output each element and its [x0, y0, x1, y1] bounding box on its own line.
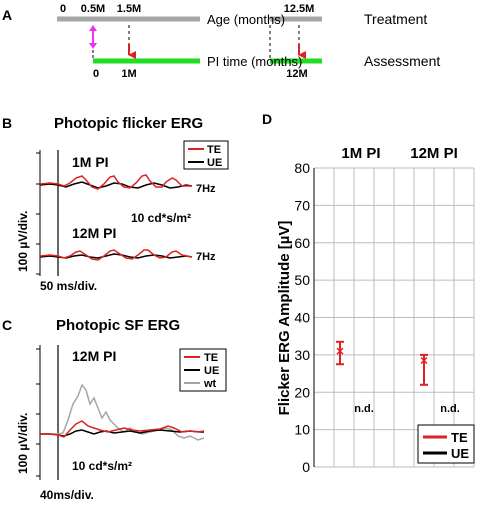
- panel-b: B Photopic flicker ERG 1M PI 12M PI 7Hz …: [2, 115, 229, 293]
- d-y-tick-label: 80: [294, 160, 310, 176]
- injection-arrow-head-down: [89, 43, 97, 49]
- d-grid: [313, 167, 475, 468]
- b-y-scale: 100 µV/div.: [16, 211, 30, 272]
- age-tick-12-5m: 12.5M: [284, 3, 315, 15]
- panel-a-label: A: [2, 7, 12, 23]
- b-trace1-te: [39, 174, 192, 190]
- b-trace1-ue: [39, 181, 193, 189]
- panel-d-label: D: [262, 111, 272, 127]
- panel-b-label: B: [2, 115, 12, 131]
- c-y-scale: 100 µV/div.: [16, 413, 30, 474]
- c-intensity: 10 cd*s/m²: [72, 459, 132, 473]
- c-legend-te: TE: [204, 352, 218, 364]
- b-freq2: 7Hz: [196, 251, 216, 263]
- pi-label: PI time (months): [207, 54, 302, 69]
- d-data-points: [336, 340, 428, 386]
- assessment-label: Assessment: [364, 53, 440, 69]
- c-legend-ue: UE: [204, 365, 219, 377]
- d-nd-1m: n.d.: [354, 403, 374, 415]
- d-y-tick-label: 70: [294, 197, 310, 213]
- d-y-axis-label: Flicker ERG Amplitude [µV]: [276, 221, 293, 416]
- d-y-ticks: 0 10 20 30 40 50 60 70 80: [294, 160, 310, 475]
- injection-arrow-head-up: [89, 25, 97, 31]
- c-x-scale: 40ms/div.: [40, 488, 94, 502]
- age-tick-0: 0: [60, 3, 66, 15]
- d-col2-label: 12M PI: [410, 145, 458, 162]
- b-legend-ue: UE: [207, 157, 222, 169]
- b-intensity: 10 cd*s/m²: [131, 211, 191, 225]
- b-trace2-te: [39, 249, 193, 261]
- c-trace-label: 12M PI: [72, 348, 116, 364]
- b-x-scale: 50 ms/div.: [40, 279, 97, 293]
- d-col1-label: 1M PI: [341, 145, 380, 162]
- b-trace2-label: 12M PI: [72, 225, 116, 241]
- panel-c-title: Photopic SF ERG: [56, 317, 180, 334]
- d-legend: [417, 424, 475, 464]
- d-mean-marker: [336, 347, 344, 355]
- age-tick-0-5m: 0.5M: [81, 3, 105, 15]
- pi-tick-0: 0: [93, 68, 99, 80]
- d-mean-marker: [420, 356, 428, 365]
- age-label: Age (months): [207, 12, 285, 27]
- d-y-tick-label: 30: [294, 347, 310, 363]
- b-legend: [183, 140, 229, 170]
- pi-tick-1m: 1M: [121, 68, 136, 80]
- d-y-tick-label: 40: [294, 310, 310, 326]
- d-y-tick-label: 0: [302, 459, 310, 475]
- d-y-tick-label: 50: [294, 272, 310, 288]
- d-nd-12m: n.d.: [440, 403, 460, 415]
- panel-c-label: C: [2, 317, 12, 333]
- d-legend-te: TE: [451, 430, 468, 445]
- treatment-label: Treatment: [364, 11, 427, 27]
- age-tick-1-5m: 1.5M: [117, 3, 141, 15]
- panel-d: D 1M PI 12M PI 0 10 20 30 40 50 60 70 80 Flicker…: [262, 111, 475, 475]
- pi-tick-12m: 12M: [286, 68, 307, 80]
- b-trace1-label: 1M PI: [72, 154, 109, 170]
- b-legend-te: TE: [207, 144, 221, 156]
- c-trace-te: [40, 420, 205, 438]
- d-y-tick-label: 20: [294, 384, 310, 400]
- c-legend-wt: wt: [203, 378, 217, 390]
- d-y-tick-label: 60: [294, 235, 310, 251]
- d-y-tick-label: 10: [294, 422, 310, 438]
- b-freq1: 7Hz: [196, 183, 216, 195]
- d-legend-ue: UE: [451, 446, 469, 461]
- panel-a: A 0 0.5M 1.5M 12.5M Age (months) Treatme…: [2, 3, 440, 80]
- panel-b-title: Photopic flicker ERG: [54, 115, 203, 132]
- panel-c: C Photopic SF ERG 12M PI 10 cd*s/m² 100 …: [2, 317, 227, 502]
